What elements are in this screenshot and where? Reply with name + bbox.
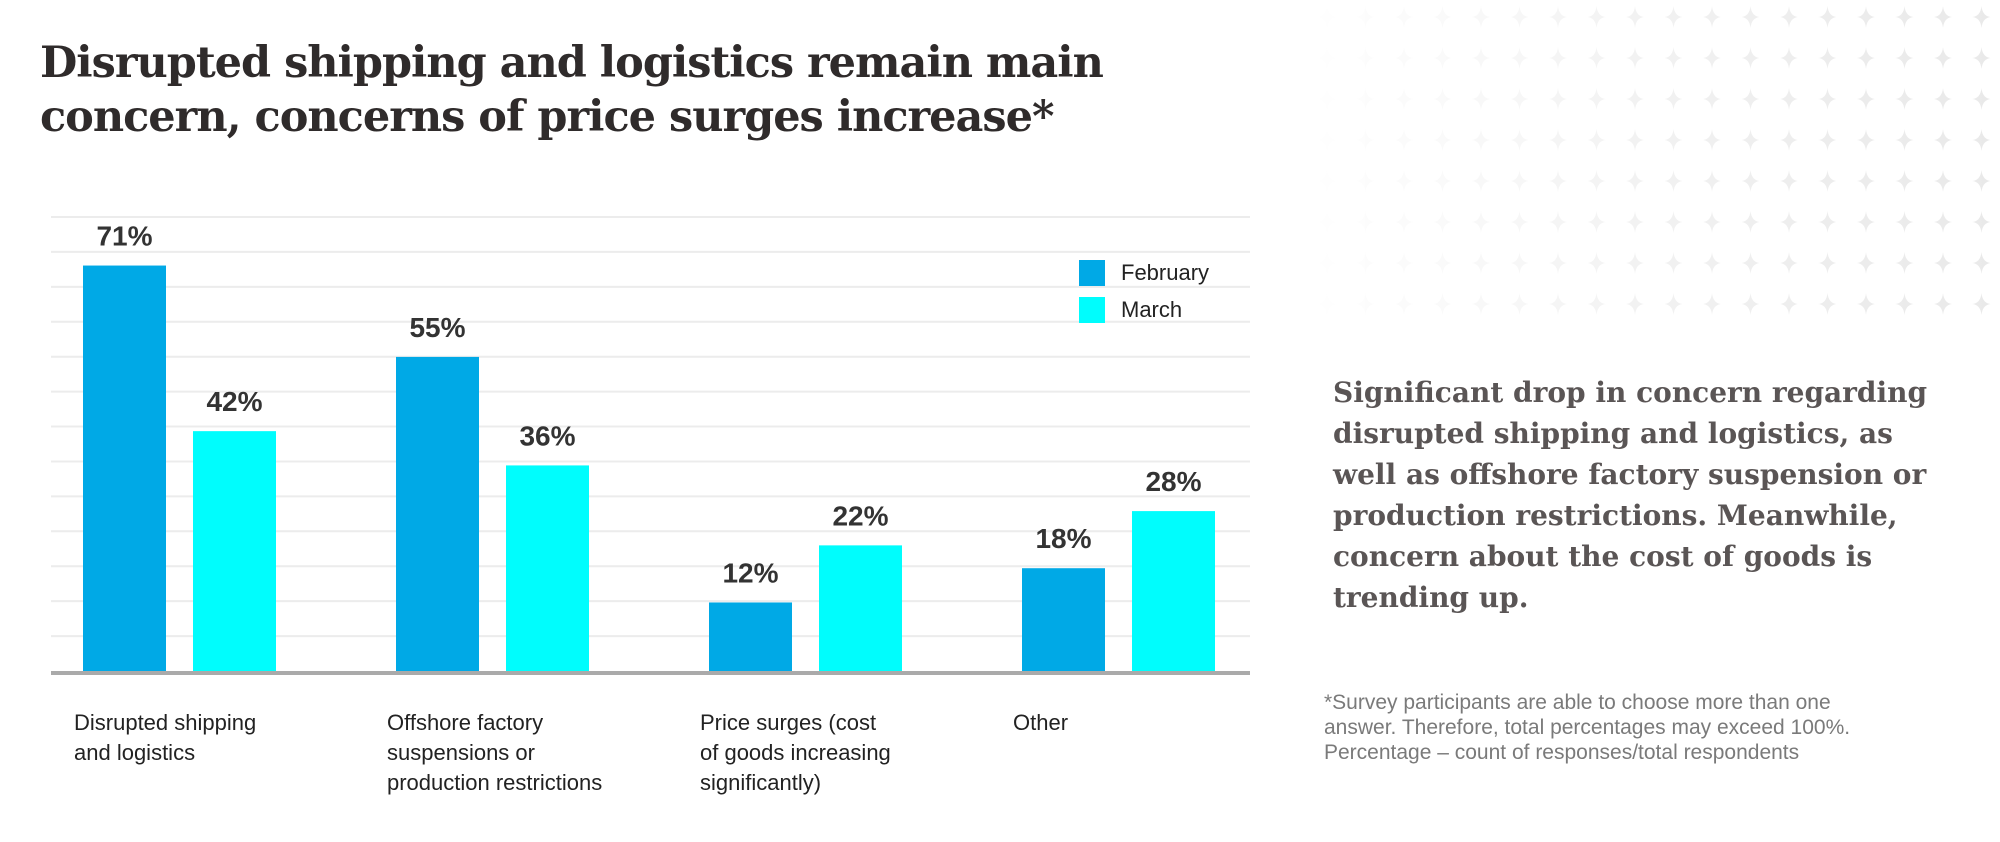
category-label: Offshore factory suspensions or production… [387,708,667,798]
star-pattern-background [1300,0,2000,325]
bar-february-0 [83,265,166,671]
insight-text: Significant drop in concern regarding di… [1333,376,1928,614]
data-label: 12% [722,557,778,588]
bar-march-1 [506,465,589,671]
footnote-line: *Survey participants are able to choose … [1324,691,1831,714]
bar-march-2 [819,545,902,671]
category-label-line: of goods increasing [700,740,891,765]
data-label: 22% [832,500,888,531]
legend-item-march: March [1079,291,1209,328]
category-label: Disrupted shipping and logistics [74,708,354,768]
data-label: 55% [409,312,465,343]
legend-label: February [1121,259,1210,285]
legend-swatch-february [1079,259,1105,286]
category-label: Other [1013,708,1293,738]
category-label-line: Other [1013,710,1069,735]
category-label-line: significantly) [700,770,822,795]
data-label: 71% [96,221,152,252]
category-label-line: and logistics [74,740,196,765]
data-label: 42% [206,386,262,417]
category-label-line: production restrictions [387,770,603,795]
legend-label: March [1121,296,1183,322]
footnote-line: Percentage – count of responses/total re… [1324,741,1800,764]
title-line: Disrupted shipping and logistics remain … [40,38,1104,88]
footnote-line: answer. Therefore, total percentages may… [1324,716,1851,739]
title-line: concern, concerns of price surges increa… [40,92,1054,142]
legend: February March [1079,254,1209,328]
category-label: Price surges (cost of goods increasing sig… [700,708,980,798]
category-label-line: Offshore factory [387,710,544,735]
bar-march-3 [1132,511,1215,671]
bar-chart: 71% 55% 12% 18% 42% 36% 22% 28% [51,216,1250,675]
category-label-line: Price surges (cost [700,710,877,735]
data-label: 18% [1035,523,1091,554]
category-label-line: suspensions or [387,740,535,765]
legend-item-february: February [1079,254,1209,291]
bar-march-0 [193,431,276,671]
bar-february-1 [396,356,479,671]
bar-february-3 [1022,568,1105,671]
footnote: *Survey participants are able to choose … [1324,690,1984,765]
bar-february-2 [709,602,792,671]
category-label-line: Disrupted shipping [74,710,257,735]
chart-title: Disrupted shipping and logistics remain … [40,36,1104,144]
legend-swatch-march [1079,296,1105,323]
data-label: 28% [1145,466,1201,497]
data-label: 36% [519,420,575,451]
